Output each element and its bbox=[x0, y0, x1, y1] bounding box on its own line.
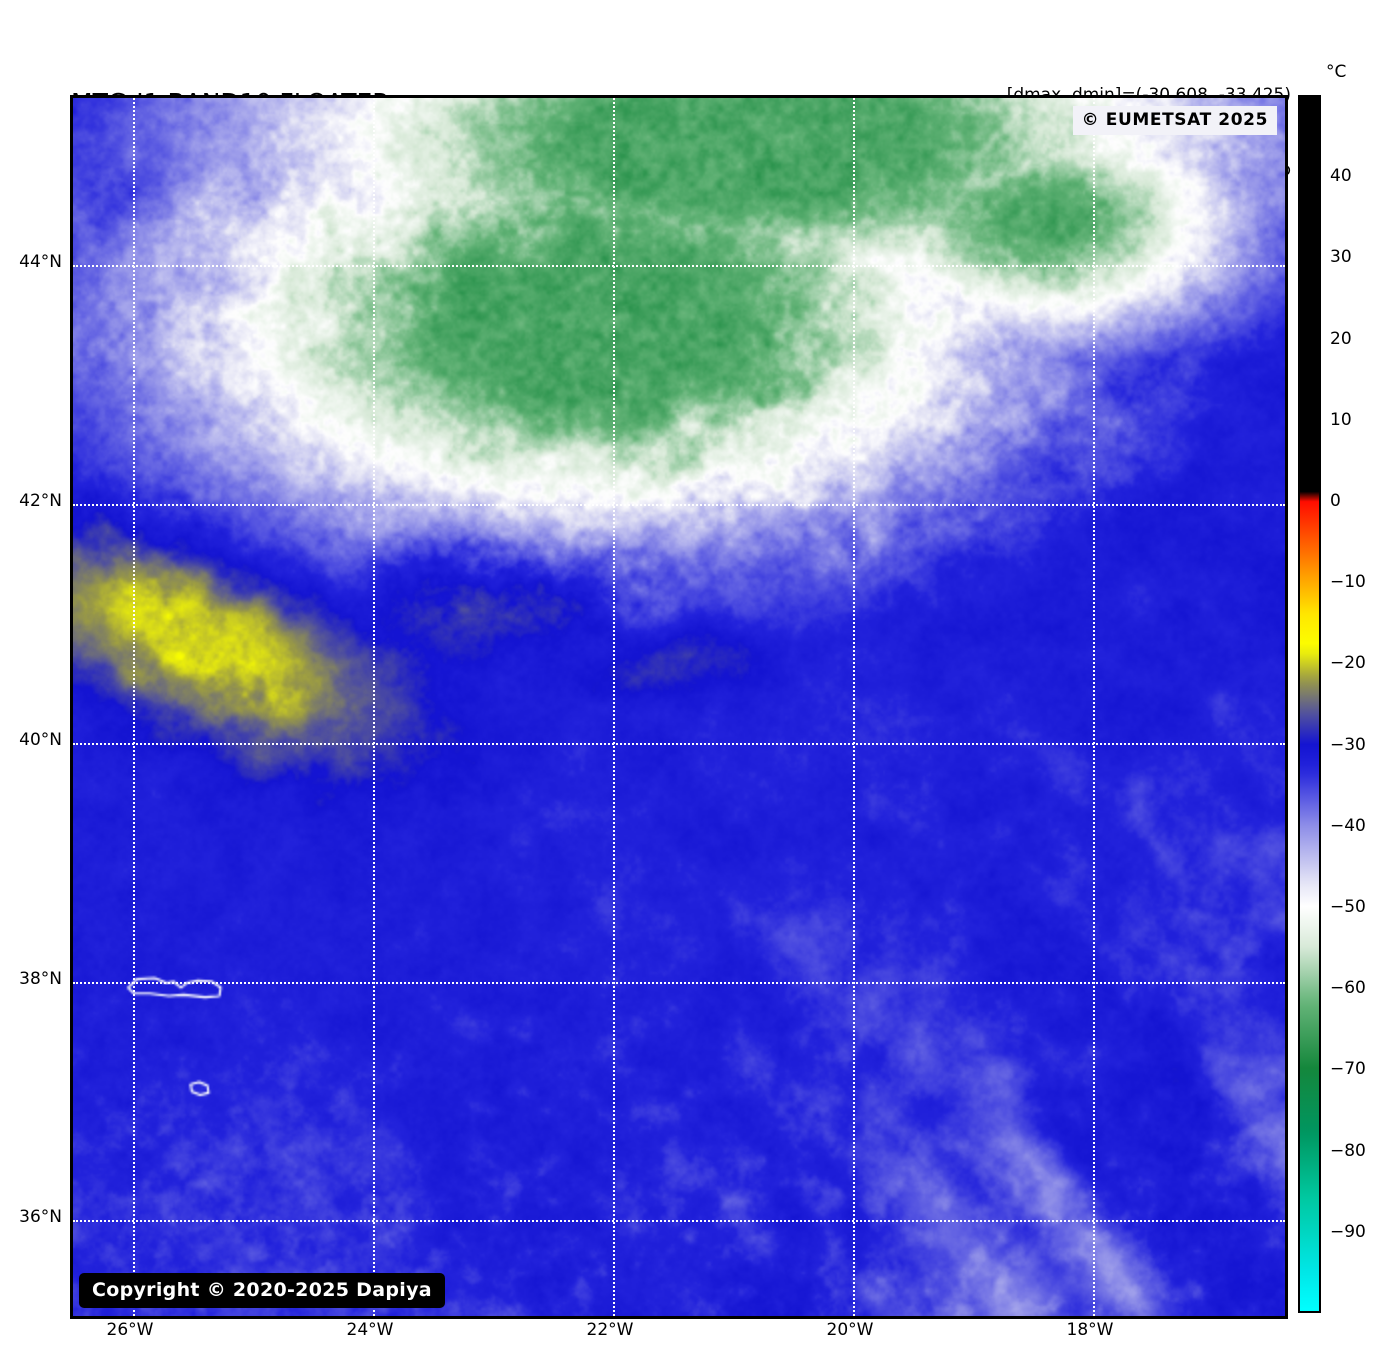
colorbar-tick-minus60: −60 bbox=[1330, 978, 1366, 999]
satellite-image-panel[interactable]: © EUMETSAT 2025 Copyright © 2020-2025 Da… bbox=[70, 95, 1288, 1319]
colorbar-tick-0: 0 bbox=[1330, 491, 1341, 511]
eumetsat-attribution-badge: © EUMETSAT 2025 bbox=[1072, 106, 1277, 135]
lon-tick-20: 20°W bbox=[826, 1320, 874, 1340]
colorbar-tick-minus80: −80 bbox=[1330, 1140, 1366, 1161]
copyright-banner: Copyright © 2020-2025 Dapiya bbox=[79, 1273, 445, 1308]
colorbar-tick-minus90: −90 bbox=[1330, 1221, 1366, 1242]
satellite-ir-heatmap bbox=[73, 98, 1285, 1316]
colorbar-tick-minus50: −50 bbox=[1330, 897, 1366, 917]
temperature-colorbar[interactable] bbox=[1298, 95, 1321, 1313]
lon-tick-18: 18°W bbox=[1066, 1320, 1114, 1340]
lat-tick-38: 38°N bbox=[19, 968, 62, 989]
lat-tick-40: 40°N bbox=[19, 729, 62, 750]
colorbar-tick-minus30: −30 bbox=[1330, 734, 1366, 755]
lat-tick-42: 42°N bbox=[19, 491, 62, 511]
lon-tick-24: 24°W bbox=[346, 1320, 394, 1340]
colorbar-tick-40: 40 bbox=[1330, 166, 1352, 187]
colorbar-gradient bbox=[1300, 97, 1319, 1311]
lat-tick-36: 36°N bbox=[19, 1207, 62, 1228]
colorbar-tick-10: 10 bbox=[1330, 409, 1352, 430]
colorbar-tick-minus10: −10 bbox=[1330, 572, 1366, 593]
lon-tick-26: 26°W bbox=[106, 1320, 154, 1340]
colorbar-unit-label: °C bbox=[1326, 62, 1347, 82]
colorbar-tick-minus20: −20 bbox=[1330, 653, 1366, 674]
colorbar-tick-minus70: −70 bbox=[1330, 1059, 1366, 1080]
colorbar-tick-minus40: −40 bbox=[1330, 815, 1366, 836]
colorbar-tick-20: 20 bbox=[1330, 328, 1352, 349]
colorbar-tick-30: 30 bbox=[1330, 247, 1352, 268]
lat-tick-44: 44°N bbox=[19, 252, 62, 273]
lon-tick-22: 22°W bbox=[586, 1320, 634, 1340]
